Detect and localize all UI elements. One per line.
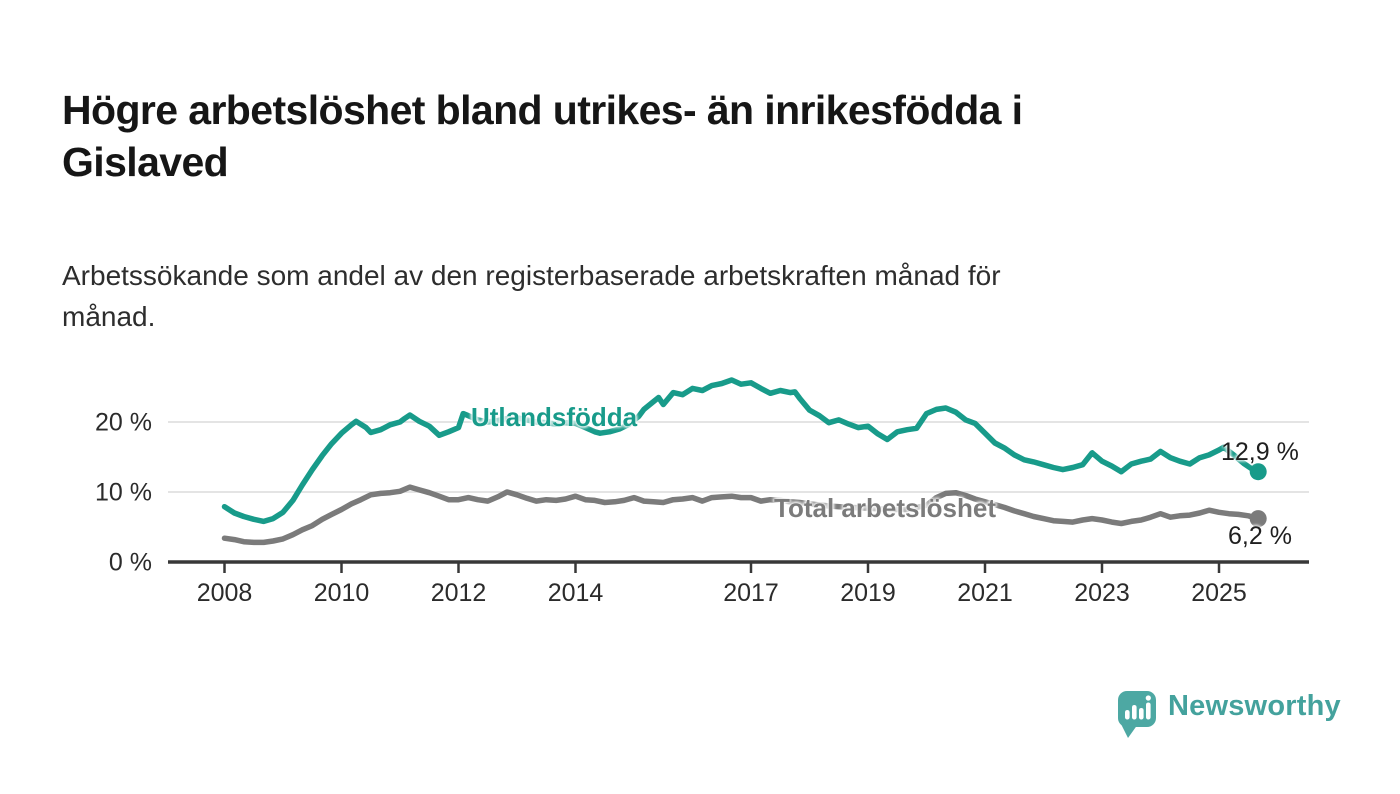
newsworthy-logo-text: Newsworthy	[1168, 690, 1341, 722]
page-title: Högre arbetslöshet bland utrikes- än inr…	[62, 87, 1023, 186]
x-tick-label: 2023	[1074, 579, 1130, 607]
end-value-label-total-arbetsloshet: 6,2 %	[1228, 522, 1292, 550]
end-value-label-utlandsfodda: 12,9 %	[1221, 438, 1299, 466]
y-tick-label: 20 %	[95, 409, 152, 437]
newsworthy-logo-icon	[1118, 691, 1156, 738]
series-line-total-arbetsloshet	[221, 484, 1261, 546]
x-tick-label: 2010	[314, 579, 370, 607]
series-label-total-arbetsloshet: Total arbetslöshet	[774, 493, 997, 523]
x-tick-label: 2012	[431, 579, 487, 607]
x-tick-label: 2017	[723, 579, 779, 607]
x-tick-label: 2021	[957, 579, 1013, 607]
y-tick-label: 0 %	[109, 549, 152, 577]
series-end-dot-total-arbetsloshet	[1249, 510, 1267, 528]
chart-subtitle: Arbetssökande som andel av den registerb…	[62, 260, 1001, 332]
series-line-utlandsfodda	[221, 377, 1261, 525]
x-tick-label: 2019	[840, 579, 896, 607]
x-tick-label: 2014	[548, 579, 604, 607]
series-end-dot-utlandsfodda	[1249, 463, 1267, 481]
x-tick-label: 2008	[197, 579, 253, 607]
bar-chart-glyph	[1125, 695, 1151, 720]
newsworthy-branding: Newsworthy	[1114, 684, 1354, 744]
y-tick-label: 10 %	[95, 479, 152, 507]
x-tick-label: 2025	[1191, 579, 1247, 607]
series-label-utlandsfodda: Utlandsfödda	[471, 402, 638, 432]
